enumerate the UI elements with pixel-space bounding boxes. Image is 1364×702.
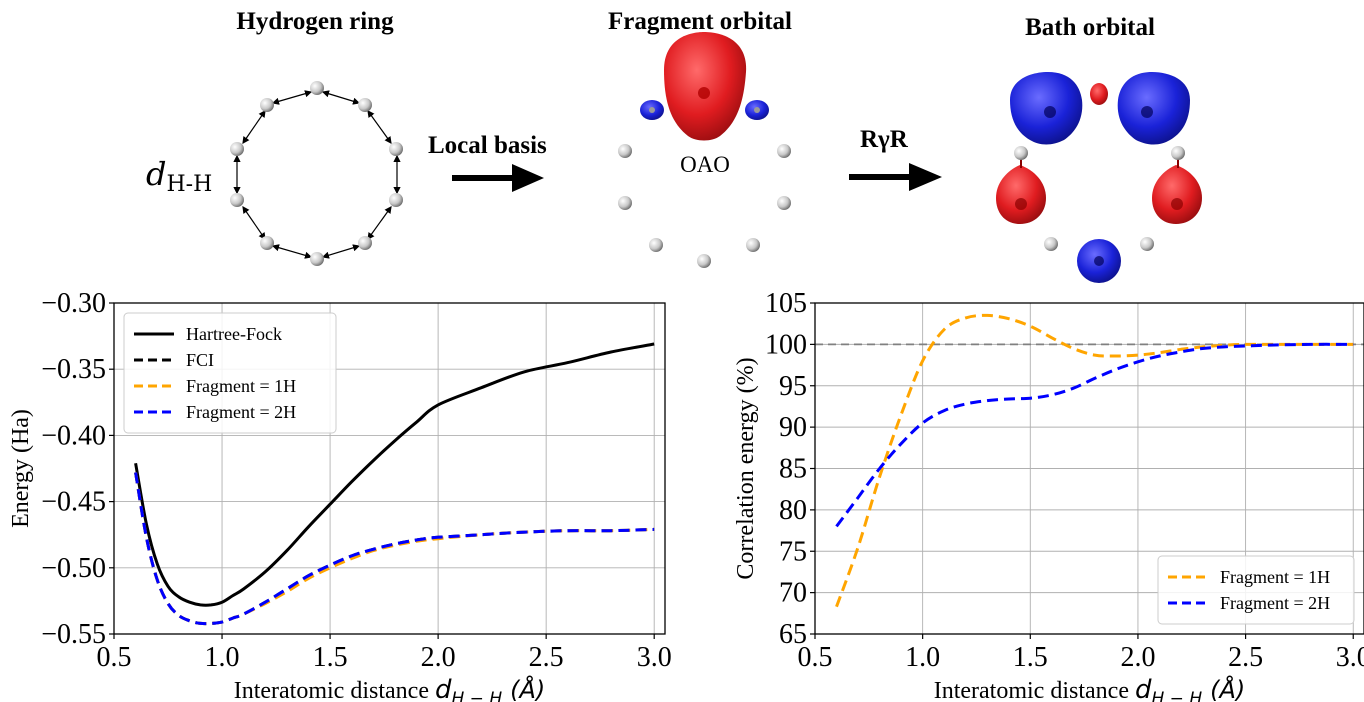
d-hh-label: dH-H — [146, 155, 212, 197]
corr-legend: Fragment = 1H Fragment = 2H — [1157, 555, 1355, 625]
corr-ytick-label: 105 — [765, 288, 807, 319]
energy-xtick-label: 1.0 — [205, 642, 240, 673]
energy-xlabel: Interatomic distance dH − H (Å) — [234, 675, 546, 702]
energy-chart: 0.5 1.0 1.5 2.0 2.5 3.0 −0.55 −0.50 −0.45 −0.40 −0… — [8, 288, 672, 702]
energy-xtick-label: 3.0 — [637, 642, 672, 673]
corr-legend-box — [1157, 555, 1355, 625]
hydrogen-ring — [230, 81, 403, 266]
corr-ylabel: Correlation energy (%) — [733, 357, 759, 579]
energy-series-fci — [134, 472, 655, 626]
local-basis-label: Local basis — [428, 132, 547, 159]
energy-xtick-label: 1.5 — [313, 642, 348, 673]
energy-legend-label: Hartree-Fock — [186, 324, 282, 344]
corr-ytick-label: 70 — [779, 578, 807, 609]
energy-ytick-label: −0.35 — [41, 354, 106, 385]
correlation-chart: 0.5 1.0 1.5 2.0 2.5 3.0 65 70 75 80 85 90 95 100 105 In… — [733, 288, 1364, 702]
energy-ytick-label: −0.45 — [41, 487, 106, 518]
ring-atoms — [230, 81, 403, 266]
rgr-arrow — [849, 163, 942, 191]
corr-xtick-label: 2.5 — [1228, 642, 1263, 673]
corr-xtick-label: 3.0 — [1336, 642, 1364, 673]
energy-xtick-label: 2.5 — [529, 642, 564, 673]
energy-legend-label: Fragment = 1H — [186, 376, 296, 396]
corr-ytick-label: 90 — [779, 412, 807, 443]
energy-series-hartree-fock — [134, 342, 655, 607]
corr-series-fragment-2h — [835, 342, 1354, 528]
energy-legend: Hartree-Fock FCI Fragment = 1H Fragment = 2… — [123, 312, 337, 434]
energy-ytick-label: −0.50 — [41, 553, 106, 584]
oao-label: OAO — [680, 152, 730, 177]
ring-title: Hydrogen ring — [236, 8, 394, 35]
bath-orbital — [996, 72, 1202, 283]
corr-xtick-label: 0.5 — [798, 642, 833, 673]
energy-ytick-label: −0.40 — [41, 420, 106, 451]
corr-ytick-label: 80 — [779, 495, 807, 526]
corr-ytick-label: 100 — [765, 329, 807, 360]
fragment-orbital — [618, 32, 791, 268]
corr-legend-label: Fragment = 1H — [1220, 567, 1330, 587]
energy-series-fragment-2h — [134, 472, 655, 626]
energy-legend-label: Fragment = 2H — [186, 402, 296, 422]
fragment-title: Fragment orbital — [608, 8, 792, 35]
corr-ytick-label: 85 — [779, 454, 807, 485]
corr-ytick-label: 95 — [779, 371, 807, 402]
energy-xtick-label: 0.5 — [97, 642, 132, 673]
energy-legend-box — [123, 312, 337, 434]
energy-plot-frame — [113, 302, 666, 635]
bath-title: Bath orbital — [1025, 14, 1155, 41]
corr-ytick-label: 75 — [779, 536, 807, 567]
rgr-label: RγR — [860, 126, 909, 153]
local-basis-arrow — [452, 164, 544, 192]
energy-ytick-label: −0.30 — [41, 288, 106, 319]
energy-ylabel: Energy (Ha) — [8, 409, 34, 528]
corr-xtick-label: 1.0 — [905, 642, 940, 673]
corr-legend-label: Fragment = 2H — [1220, 593, 1330, 613]
corr-plot-frame — [814, 302, 1364, 635]
corr-ytick-label: 65 — [779, 619, 807, 650]
energy-series-fragment-1h — [134, 472, 655, 626]
top-illustrations: dH-H Local basis OAO RγR — [146, 32, 1202, 283]
ring-bonds — [233, 90, 401, 259]
corr-xtick-label: 2.0 — [1120, 642, 1155, 673]
energy-xtick-label: 2.0 — [421, 642, 456, 673]
corr-xlabel: Interatomic distance dH − H (Å) — [934, 675, 1246, 702]
energy-ytick-label: −0.55 — [41, 619, 106, 650]
corr-xtick-label: 1.5 — [1013, 642, 1048, 673]
corr-series-fragment-1h — [835, 313, 1354, 608]
energy-legend-label: FCI — [186, 350, 214, 370]
